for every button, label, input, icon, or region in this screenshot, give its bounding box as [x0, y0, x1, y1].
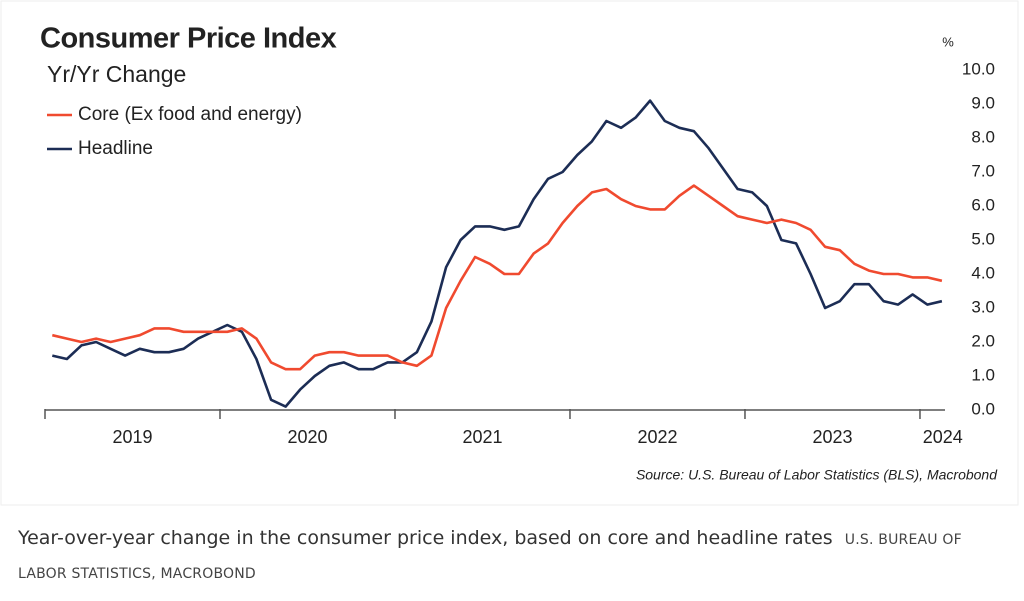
y-tick-label: 5.0	[971, 229, 995, 248]
chart-subtitle: Yr/Yr Change	[47, 61, 186, 87]
y-tick-label: 3.0	[971, 297, 995, 316]
y-tick-label: 9.0	[971, 93, 995, 112]
source: Source: U.S. Bureau of Labor Statistics …	[636, 467, 998, 483]
x-tick-label: 2022	[637, 427, 677, 447]
y-tick-label: 10.0	[962, 59, 995, 78]
chart-title: Consumer Price Index	[40, 23, 337, 55]
y-tick-label: 0.0	[971, 399, 995, 418]
y-tick-label: 7.0	[971, 161, 995, 180]
caption-credit: U.S. BUREAU OF LABOR STATISTICS, MACROBO…	[18, 532, 962, 582]
y-unit: %	[942, 34, 954, 49]
series-line	[52, 184, 943, 371]
y-tick-label: 8.0	[971, 127, 995, 146]
x-tick-label: 2020	[287, 427, 327, 447]
y-tick-label: 6.0	[971, 195, 995, 214]
y-tick-label: 4.0	[971, 263, 995, 282]
x-tick-label: 2019	[112, 427, 152, 447]
legend-label: Headline	[78, 138, 153, 159]
x-tick-label: 2021	[462, 427, 502, 447]
chart-frame	[0, 0, 1019, 506]
caption-text: Year-over-year change in the consumer pr…	[18, 527, 833, 549]
legend-label: Core (Ex food and energy)	[78, 104, 302, 125]
caption: Year-over-year change in the consumer pr…	[18, 522, 1008, 590]
y-tick-label: 1.0	[971, 365, 995, 384]
series-line	[52, 99, 943, 408]
y-tick-label: 2.0	[971, 331, 995, 350]
x-tick-label: 2024	[923, 427, 963, 447]
chart: Consumer Price Index Yr/Yr Change % Sour…	[0, 0, 1019, 506]
x-tick-label: 2023	[812, 427, 852, 447]
